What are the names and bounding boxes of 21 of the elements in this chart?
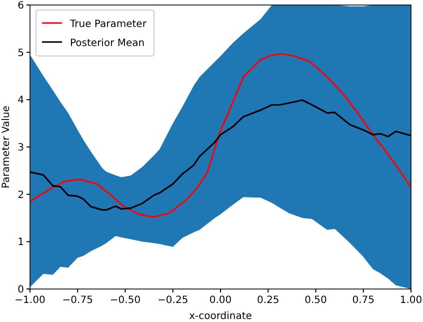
y-tick-label: 0 [18, 284, 24, 296]
y-tick-label: 5 [18, 48, 24, 59]
y-tick-label: 6 [18, 0, 24, 12]
x-tick-label: −0.25 [158, 295, 188, 306]
y-tick-label: 3 [18, 142, 24, 154]
x-tick-label: 1.00 [400, 295, 422, 306]
x-tick-label: 0.25 [256, 295, 280, 306]
y-tick-label: 2 [18, 190, 24, 201]
legend-label: Posterior Mean [70, 38, 145, 49]
x-tick-label: 0.00 [209, 295, 232, 306]
y-tick-label: 1 [18, 237, 24, 248]
x-tick-label: 0.50 [304, 295, 327, 306]
legend-label: True Parameter [69, 19, 148, 30]
x-tick-label: 0.75 [352, 295, 375, 306]
line-series [30, 52, 411, 218]
y-axis-title: Parameter Value [1, 106, 12, 188]
x-tick-label: −1.00 [14, 295, 46, 306]
x-tick-label: −0.50 [110, 295, 141, 306]
y-tick-label: 4 [18, 95, 24, 106]
x-tick-label: −0.75 [62, 295, 93, 306]
x-axis-title: x-coordinate [189, 311, 252, 322]
